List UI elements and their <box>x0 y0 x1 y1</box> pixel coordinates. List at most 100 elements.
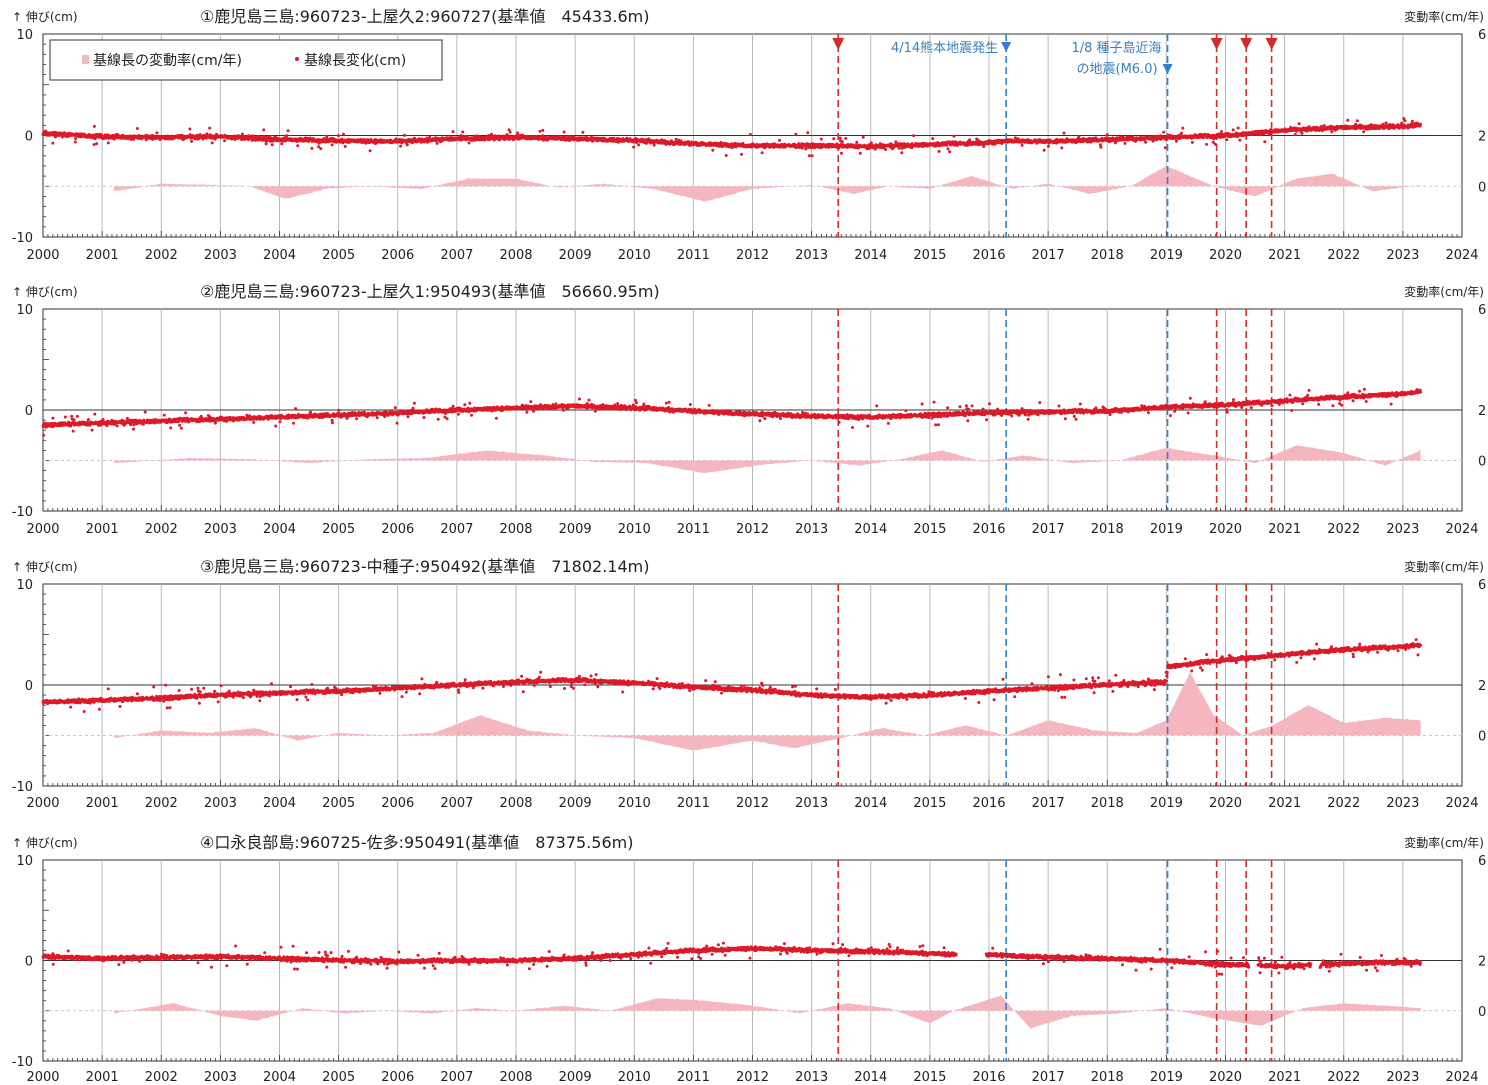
x-tick-label: 2015 <box>913 248 946 263</box>
data-point <box>319 147 323 151</box>
data-point <box>343 145 347 148</box>
data-point <box>1205 142 1209 146</box>
data-point <box>399 144 403 148</box>
data-point <box>72 418 76 422</box>
data-point <box>1419 122 1422 126</box>
x-tick-label: 2021 <box>1268 248 1301 263</box>
data-point <box>90 428 94 432</box>
data-point <box>155 131 159 135</box>
data-point <box>855 140 859 144</box>
data-point <box>1105 133 1109 137</box>
x-tick-label: 2010 <box>618 248 651 263</box>
data-point <box>1238 138 1242 142</box>
legend-change-label: 基線長変化(cm) <box>304 52 406 69</box>
data-point <box>63 415 67 419</box>
data-point <box>310 146 314 150</box>
x-tick-label: 2011 <box>677 248 710 263</box>
data-point <box>262 128 266 132</box>
data-point <box>1077 135 1081 139</box>
legend-rate-label: 基線長の変動率(cm/年) <box>93 52 242 69</box>
data-point <box>1297 122 1301 126</box>
data-point <box>832 137 836 141</box>
data-point <box>330 143 334 147</box>
data-point <box>861 135 865 139</box>
data-point <box>1174 139 1178 143</box>
data-point <box>75 414 79 418</box>
data-point <box>70 414 74 418</box>
data-point <box>760 151 764 155</box>
x-tick-label: 2022 <box>1327 248 1360 263</box>
y-tick-label: 10 <box>16 28 33 43</box>
data-point <box>210 141 214 145</box>
data-point <box>952 134 956 138</box>
y-axis-label: ↑ 伸び(cm) <box>12 10 78 24</box>
data-point <box>637 143 641 147</box>
x-tick-label: 2020 <box>1209 248 1242 263</box>
data-point <box>1042 148 1046 152</box>
data-point <box>405 143 409 147</box>
data-point <box>1060 146 1064 150</box>
x-tick-label: 2005 <box>322 248 355 263</box>
data-point <box>1062 131 1066 135</box>
x-tick-label: 2007 <box>440 248 473 263</box>
data-point <box>748 133 752 136</box>
data-point <box>1181 126 1185 130</box>
data-point <box>652 143 656 147</box>
x-tick-label: 2001 <box>86 248 119 263</box>
data-point <box>264 142 268 146</box>
data-point <box>1190 140 1194 144</box>
annotation-tanegashima-1: 1/8 種子島近海 <box>1071 40 1161 56</box>
data-point <box>505 133 509 137</box>
data-point <box>169 426 173 430</box>
data-point <box>71 429 75 433</box>
data-point <box>93 412 97 416</box>
data-point <box>106 141 110 145</box>
annotation-tanegashima-2: の地震(M6.0) <box>1077 62 1158 77</box>
x-tick-label: 2017 <box>1032 248 1065 263</box>
data-point <box>508 130 512 134</box>
x-tick-label: 2016 <box>972 248 1005 263</box>
data-point <box>884 148 887 151</box>
data-point <box>1231 128 1235 132</box>
data-point <box>1403 119 1407 123</box>
data-point <box>208 126 212 130</box>
data-point <box>270 143 274 147</box>
data-point <box>190 139 194 143</box>
data-point <box>778 138 781 142</box>
data-point <box>1179 131 1183 135</box>
y-tick-label: -10 <box>12 231 33 246</box>
data-point <box>1123 141 1127 145</box>
data-point <box>42 433 46 437</box>
data-point <box>838 136 842 140</box>
data-point <box>724 154 728 157</box>
x-tick-label: 2019 <box>1150 248 1183 263</box>
data-point <box>342 132 345 136</box>
x-tick-label: 2023 <box>1386 248 1419 263</box>
data-point <box>1330 130 1334 134</box>
y2-tick-label: 0 <box>1478 180 1486 195</box>
data-point <box>900 151 904 155</box>
data-point <box>1346 118 1350 122</box>
data-point <box>451 130 455 134</box>
y2-tick-label: 6 <box>1478 28 1486 43</box>
data-point <box>1163 146 1167 150</box>
data-point <box>73 140 77 144</box>
data-point <box>188 127 192 131</box>
data-point <box>1225 138 1229 142</box>
data-point <box>937 149 941 153</box>
rate-area <box>113 166 1421 202</box>
data-point <box>467 141 471 145</box>
data-point <box>1046 144 1050 148</box>
x-tick-label: 2004 <box>263 248 296 263</box>
data-point <box>1300 131 1304 135</box>
data-point <box>51 141 55 145</box>
data-point <box>143 410 147 414</box>
data-point <box>1162 130 1166 134</box>
data-point <box>1099 145 1103 149</box>
data-point <box>285 134 289 138</box>
data-point <box>74 137 78 141</box>
data-point <box>794 132 798 136</box>
data-point <box>541 128 545 132</box>
